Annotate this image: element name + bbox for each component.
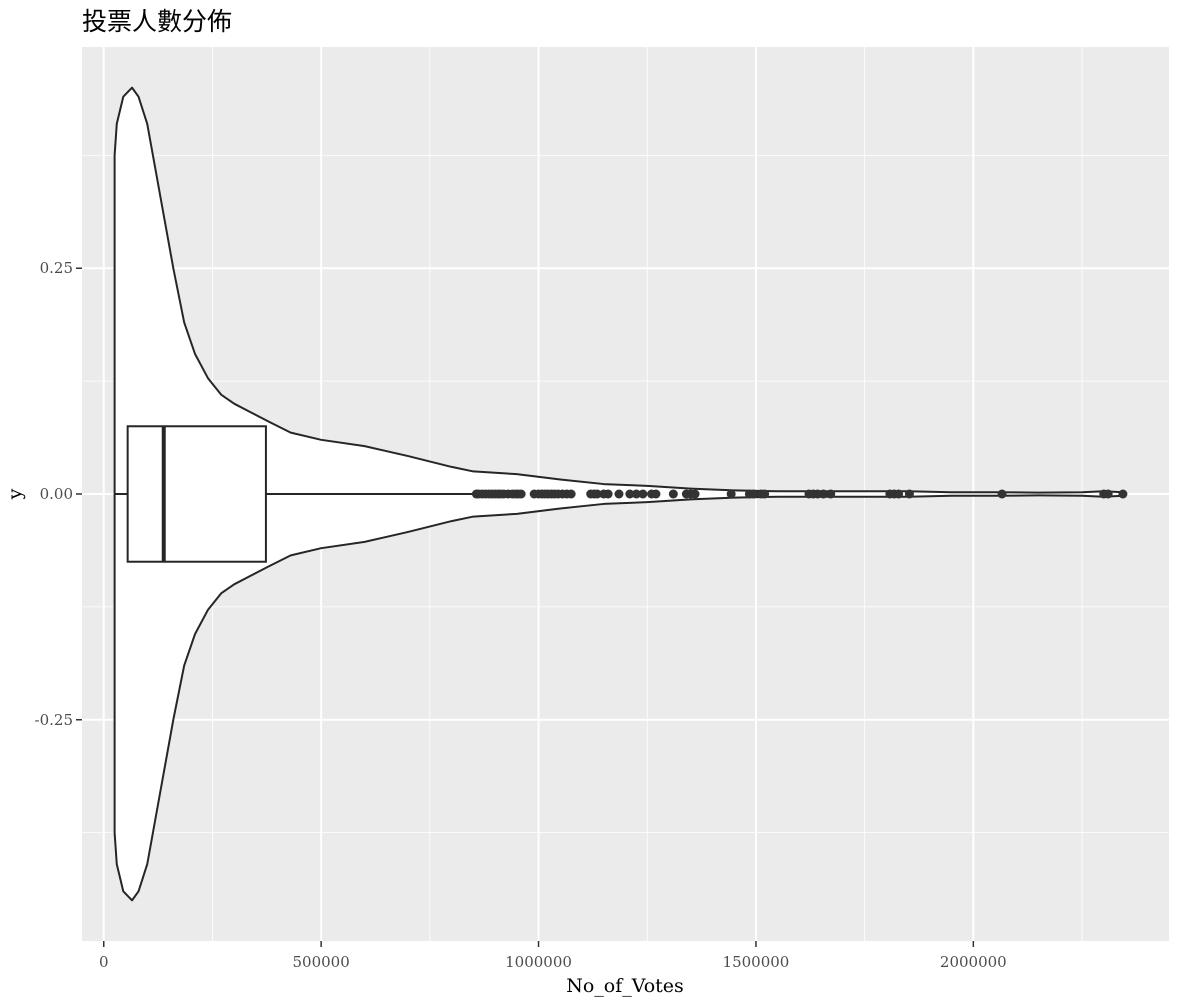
- x-tick-label: 1000000: [505, 953, 572, 971]
- plot-panel: [82, 47, 1169, 941]
- x-tick-label: 0: [99, 953, 109, 971]
- outlier-point: [818, 489, 828, 499]
- y-axis-title: y: [4, 488, 26, 500]
- outlier-point: [690, 489, 700, 499]
- outlier-point: [997, 489, 1007, 499]
- chart-title: 投票人數分佈: [82, 7, 232, 36]
- y-tick-label: -0.25: [35, 711, 73, 729]
- outlier-point: [516, 489, 526, 499]
- outlier-point: [749, 489, 759, 499]
- outlier-point: [614, 489, 624, 499]
- y-axis-ticks: -0.25 0.00 0.25: [35, 259, 82, 729]
- outlier-point: [1118, 489, 1128, 499]
- outlier-point: [651, 489, 661, 499]
- x-tick-label: 2000000: [940, 953, 1007, 971]
- outlier-point: [1103, 489, 1113, 499]
- outlier-point: [603, 489, 613, 499]
- outlier-point: [631, 489, 641, 499]
- x-tick-label: 1500000: [723, 953, 790, 971]
- outlier-point: [638, 489, 648, 499]
- outlier-point: [826, 489, 836, 499]
- x-tick-label: 500000: [293, 953, 350, 971]
- y-tick-label: 0.25: [40, 259, 73, 277]
- outlier-point: [592, 489, 602, 499]
- outlier-point: [726, 489, 736, 499]
- y-tick-label: 0.00: [40, 485, 73, 503]
- box-iqr: [126, 425, 267, 563]
- outlier-point: [668, 489, 678, 499]
- x-axis-ticks: 0 500000 1000000 1500000 2000000: [99, 941, 1007, 971]
- outlier-point: [566, 489, 576, 499]
- outlier-point: [904, 489, 914, 499]
- outlier-point: [894, 489, 904, 499]
- x-axis-title: No_of_Votes: [566, 975, 684, 997]
- outlier-point: [625, 489, 635, 499]
- outlier-point: [760, 489, 770, 499]
